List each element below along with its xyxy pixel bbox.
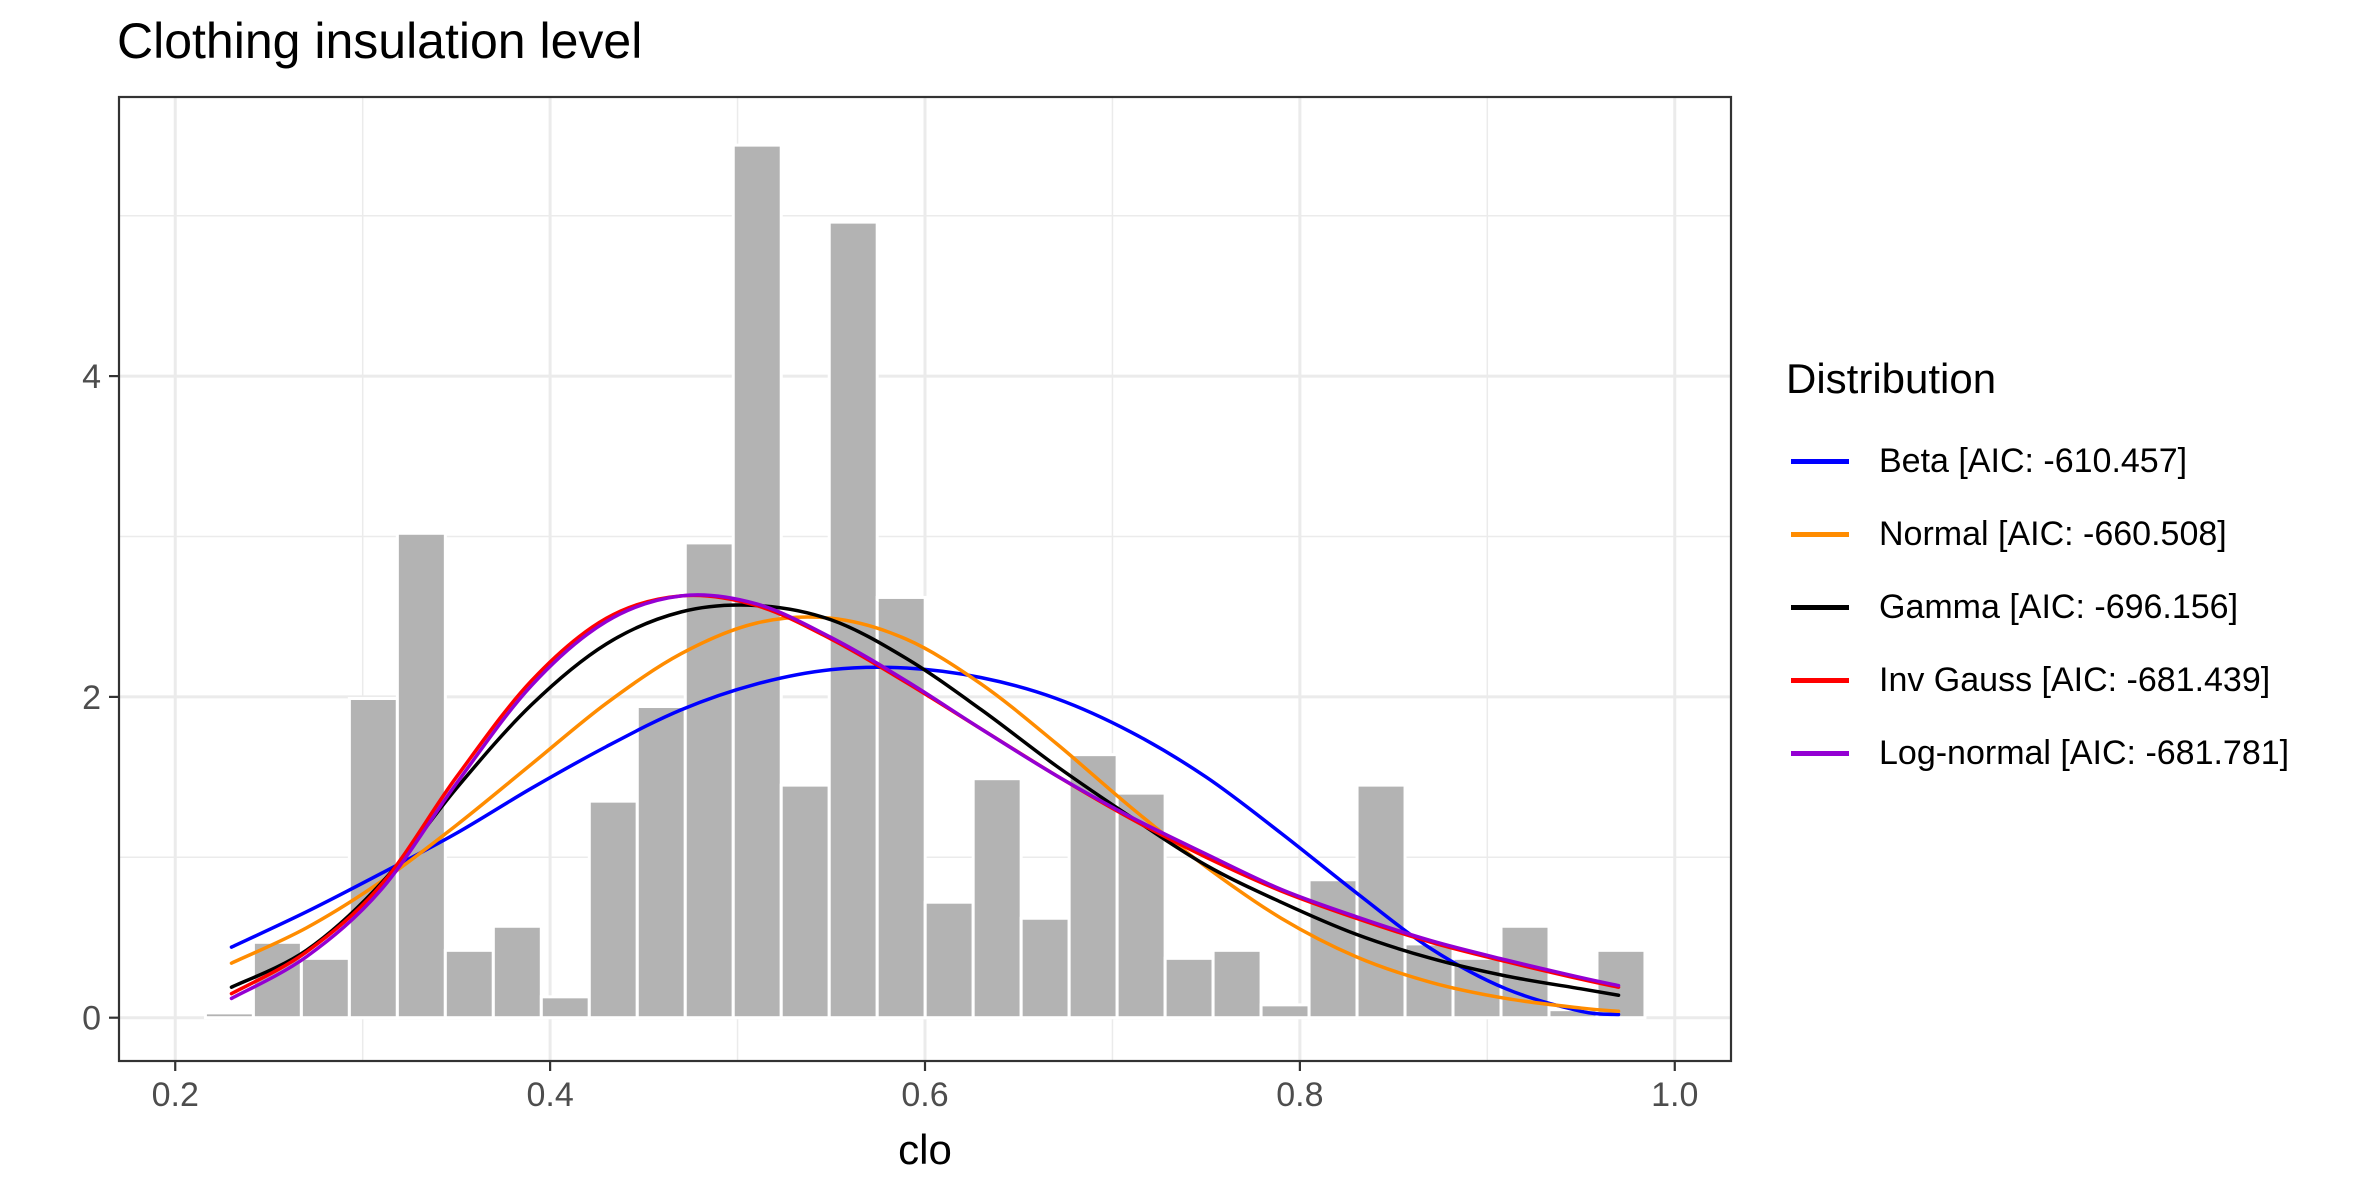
histogram-bar-15	[923, 900, 975, 1020]
legend-item-gamma: Gamma [AIC: -696.156]	[1786, 571, 2289, 644]
x-axis-title: clo	[898, 1126, 952, 1173]
histogram-bar-10	[683, 541, 735, 1020]
histogram-bar-12	[779, 783, 831, 1020]
histogram-bar-20	[1163, 956, 1215, 1020]
histogram-bar-24	[1355, 783, 1407, 1020]
legend-item-beta: Beta [AIC: -610.457]	[1786, 425, 2289, 498]
histogram-bar-19	[1115, 791, 1167, 1020]
series-line-log-normal	[229, 593, 1621, 1001]
histogram-bar-8	[587, 799, 639, 1020]
y-axis: 0 2 4	[82, 358, 119, 1038]
x-axis: 0.2 0.4 0.6 0.8 1.0	[152, 1061, 1698, 1114]
legend-title: Distribution	[1786, 355, 1997, 402]
histogram-bar-11	[731, 143, 783, 1020]
legend-swatch-inv-gauss	[1791, 678, 1849, 683]
legend-item-inv-gauss: Inv Gauss [AIC: -681.439]	[1786, 644, 2289, 717]
histogram-bar-16	[971, 777, 1023, 1020]
histogram-bar-9	[635, 705, 687, 1020]
histogram-bar-14	[875, 595, 927, 1020]
x-tick-label-0: 0.2	[152, 1076, 199, 1114]
histogram-bar-2	[299, 956, 351, 1020]
legend-swatch-normal	[1791, 532, 1849, 537]
histogram-bar-6	[491, 924, 543, 1020]
histogram-bar-7	[539, 995, 591, 1020]
histogram-bar-21	[1211, 948, 1263, 1020]
legend-swatch-gamma	[1791, 605, 1849, 610]
legend-label-log-normal: Log-normal [AIC: -681.781]	[1879, 734, 2290, 772]
legend-label-normal: Normal [AIC: -660.508]	[1879, 515, 2227, 553]
histogram-bar-4	[395, 531, 447, 1020]
histogram-bar-17	[1019, 916, 1071, 1020]
x-tick-label-3: 0.8	[1276, 1076, 1323, 1114]
histogram-bar-22	[1259, 1003, 1311, 1020]
legend-swatch-beta	[1791, 459, 1849, 464]
legend-item-log-normal: Log-normal [AIC: -681.781]	[1786, 717, 2289, 790]
chart-title: Clothing insulation level	[117, 13, 643, 69]
density-curves	[229, 593, 1621, 1017]
histogram-bar-18	[1067, 753, 1119, 1020]
y-tick-label-1: 2	[82, 679, 101, 717]
x-tick-label-4: 1.0	[1651, 1076, 1698, 1114]
histogram-bar-0	[203, 1011, 255, 1020]
x-tick-label-2: 0.6	[901, 1076, 948, 1114]
x-tick-label-1: 0.4	[526, 1076, 573, 1114]
legend-item-normal: Normal [AIC: -660.508]	[1786, 498, 2289, 571]
histogram-bar-5	[443, 948, 495, 1020]
series-line-gamma	[229, 603, 1621, 997]
histogram-bar-23	[1307, 878, 1359, 1020]
histogram-bar-3	[347, 696, 399, 1020]
y-tick-label-0: 0	[82, 1000, 101, 1038]
legend-label-beta: Beta [AIC: -610.457]	[1879, 442, 2188, 480]
legend: Distribution Beta [AIC: -610.457] Normal…	[1786, 355, 2289, 790]
series-line-normal	[229, 615, 1621, 1014]
legend-swatch-log-normal	[1791, 751, 1849, 756]
legend-label-gamma: Gamma [AIC: -696.156]	[1879, 588, 2239, 626]
legend-label-inv-gauss: Inv Gauss [AIC: -681.439]	[1879, 661, 2271, 699]
y-tick-label-2: 4	[82, 358, 101, 396]
